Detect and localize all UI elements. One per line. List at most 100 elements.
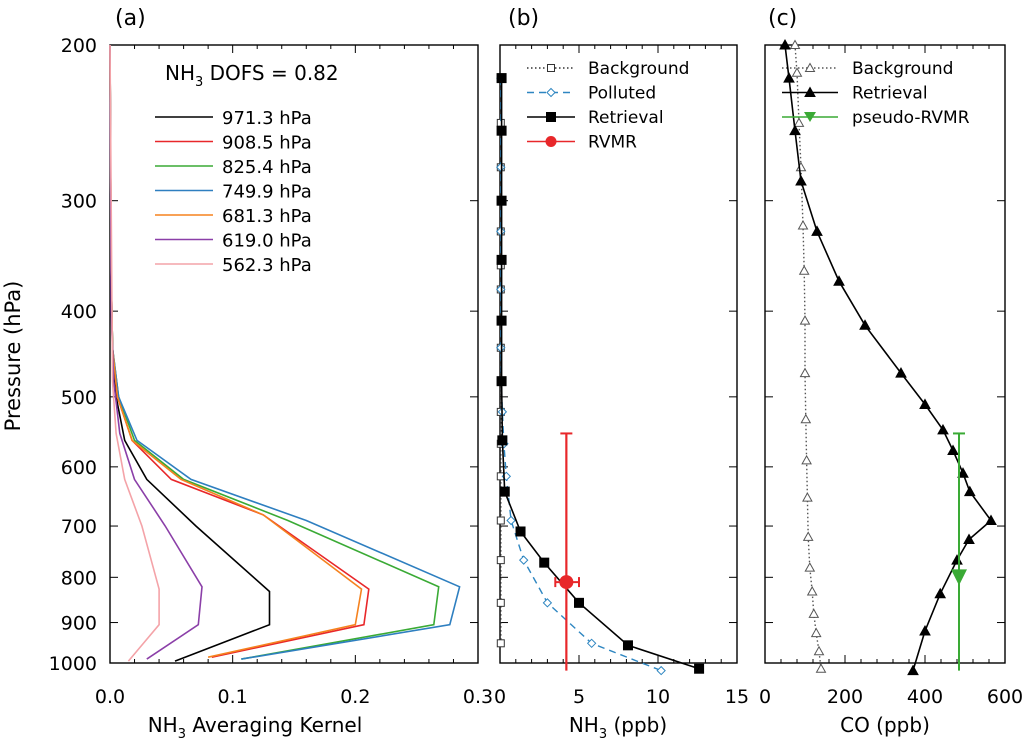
data-point [919, 398, 931, 409]
x-tick-label: 0 [494, 686, 506, 708]
legend-label: pseudo-RVMR [852, 108, 970, 128]
x-tick-label: 5 [573, 686, 585, 708]
data-point [496, 226, 506, 237]
data-point [496, 343, 506, 353]
data-point [542, 598, 553, 608]
legend-label: RVMR [588, 133, 637, 153]
y-tick-label: 300 [61, 191, 97, 213]
series-line [109, 44, 160, 662]
data-point [539, 557, 550, 568]
x-axis-label: NH3 Averaging Kernel [148, 713, 363, 742]
data-point [934, 587, 947, 599]
data-point [496, 125, 507, 136]
legend-marker [546, 112, 556, 122]
data-point [789, 39, 801, 49]
data-point [496, 162, 506, 172]
data-point [496, 195, 507, 206]
data-point [622, 640, 633, 651]
legend-label: Background [852, 59, 953, 79]
series-line [500, 78, 662, 672]
data-point [802, 492, 813, 502]
dofs-suffix: DOFS = 0.82 [203, 61, 338, 85]
legend-marker [545, 136, 557, 147]
data-point [919, 624, 931, 636]
data-point [496, 73, 507, 84]
data-point [802, 531, 814, 541]
series-line [109, 44, 203, 660]
data-point [779, 38, 791, 50]
data-point [789, 124, 801, 136]
data-point [907, 664, 919, 676]
panel-label: (b) [508, 6, 539, 31]
data-point [791, 67, 803, 77]
rvmr-point [559, 575, 574, 590]
data-point [496, 639, 505, 648]
x-tick-label: 10 [646, 686, 670, 708]
data-point [798, 265, 810, 275]
axes-frame [499, 44, 738, 664]
data-point [937, 423, 949, 435]
data-point [963, 485, 976, 497]
y-tick-label: 400 [61, 301, 97, 323]
legend-marker [804, 62, 816, 72]
data-point [496, 516, 505, 525]
data-point [804, 562, 816, 572]
y-tick-label: 800 [61, 567, 97, 589]
y-tick-label: 600 [61, 457, 97, 479]
legend-label: Retrieval [588, 108, 664, 128]
y-tick-label: 500 [61, 387, 97, 409]
data-point [515, 526, 526, 537]
x-axis-label-main: NH [569, 713, 599, 737]
data-point [783, 72, 795, 83]
data-point [656, 665, 666, 676]
x-tick-label: 0.3 [463, 686, 493, 708]
data-point [797, 219, 809, 230]
legend-label: 562.3 hPa [222, 255, 312, 276]
x-axis-label-rest: Averaging Kernel [186, 713, 362, 737]
data-point [799, 315, 811, 325]
data-point [811, 225, 823, 236]
data-point [833, 275, 845, 286]
pseudo-rvmr-point [951, 569, 967, 586]
data-point [793, 117, 805, 127]
data-point [497, 435, 508, 446]
x-tick-label: 0.2 [340, 686, 370, 708]
legend-marker [804, 112, 816, 122]
x-axis-label-sub: 3 [599, 727, 607, 742]
x-tick-label: 0.1 [218, 686, 248, 708]
data-point [496, 254, 507, 265]
legend-label: 825.4 hPa [222, 157, 312, 178]
x-axis-label: NH3 (ppb) [569, 713, 667, 742]
x-tick-label: 0.0 [95, 686, 125, 708]
legend-label: 619.0 hPa [222, 231, 312, 252]
y-tick-label: 900 [61, 613, 97, 635]
data-point [801, 454, 812, 465]
y-tick-label: 1000 [49, 653, 97, 675]
data-point [518, 555, 529, 565]
data-point [810, 627, 822, 638]
data-point [957, 467, 969, 478]
panel-label: (a) [115, 6, 146, 31]
data-point [799, 367, 811, 378]
data-point [795, 161, 807, 172]
panel-label: (c) [768, 6, 797, 31]
x-axis-label-main: NH [148, 713, 178, 737]
dofs-annotation: NH3 DOFS = 0.82 [165, 61, 339, 90]
data-point [806, 585, 818, 596]
legend-label: 681.3 hPa [222, 206, 312, 227]
y-axis-label: Pressure (hPa) [1, 281, 25, 432]
legend-marker [804, 86, 816, 97]
data-point [815, 663, 827, 673]
y-tick-label: 700 [61, 516, 97, 538]
x-tick-label: 0 [759, 686, 771, 708]
data-point [496, 376, 507, 387]
legend-label: 908.5 hPa [222, 133, 312, 154]
data-point [951, 554, 963, 565]
dofs-prefix: NH [165, 61, 195, 85]
data-point [808, 608, 820, 618]
chart-marks: 0.0 0.1 0.2 0.3 0 5 10 15 0 200 400 600200300400500… [49, 35, 1023, 708]
legend-marker [547, 64, 555, 72]
x-axis-label: CO (ppb) [840, 713, 930, 737]
